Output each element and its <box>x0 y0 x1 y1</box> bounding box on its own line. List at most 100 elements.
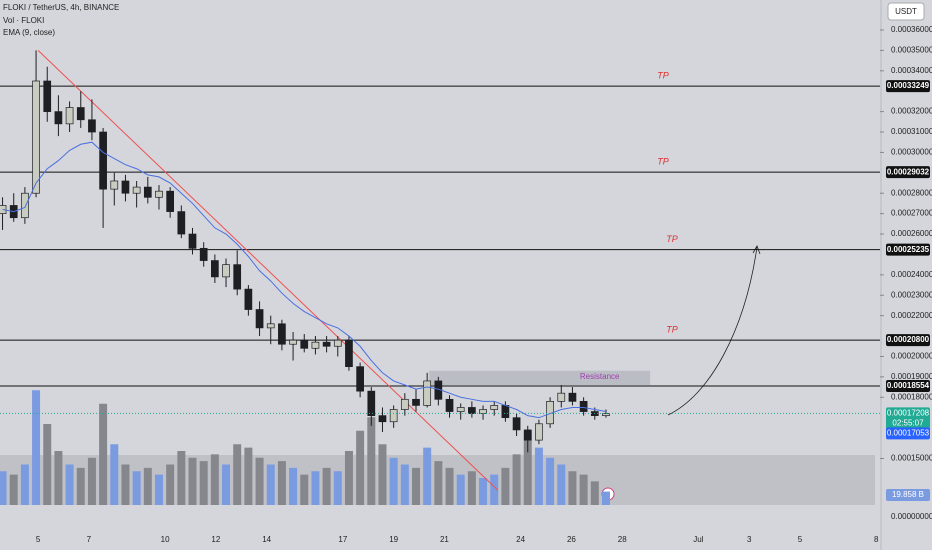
volume-bar <box>222 464 231 505</box>
y-tick-label: 0.00024000 <box>891 270 932 279</box>
volume-bar <box>412 467 420 505</box>
volume-bar <box>244 447 253 505</box>
candle-body <box>177 211 186 235</box>
volume-bar <box>110 444 119 505</box>
volume-marker-label: 19.858 B <box>892 490 924 499</box>
level-label: 0.00018554 <box>887 381 930 390</box>
x-tick-label: 21 <box>440 535 449 544</box>
volume-bar <box>501 467 510 505</box>
volume-bar <box>177 451 186 505</box>
x-tick-label: 17 <box>338 535 347 544</box>
volume-bar <box>143 467 152 505</box>
x-tick-label: 26 <box>567 535 576 544</box>
candle-body <box>88 119 96 133</box>
y-tick-label: 0.00023000 <box>891 290 932 299</box>
candle-body <box>143 186 152 198</box>
volume-bar <box>300 474 309 505</box>
x-tick-label: 12 <box>211 535 220 544</box>
x-tick-label: Jul <box>693 535 703 544</box>
volume-bar <box>467 471 476 505</box>
ema-line <box>2 141 607 419</box>
x-tick-label: 3 <box>747 535 752 544</box>
volume-bar <box>255 457 264 505</box>
volume-bar <box>445 467 454 505</box>
countdown: 02:55:07 <box>892 419 924 428</box>
indicator-label: Vol · FLOKI <box>3 16 44 25</box>
tp-label: TP <box>666 234 678 244</box>
volume-bar <box>121 464 130 505</box>
volume-bar <box>166 464 175 505</box>
y-tick-label: 0.00032000 <box>891 107 932 116</box>
volume-bar <box>43 424 52 505</box>
volume-bar <box>367 417 376 505</box>
volume-bar <box>557 464 566 505</box>
price-marker-box <box>886 427 930 440</box>
currency-button[interactable] <box>887 2 925 21</box>
bottom-label: 0.00000000 <box>891 512 932 521</box>
candle-body <box>222 264 230 278</box>
forecast-arrow <box>667 246 758 416</box>
y-tick-label: 0.00036000 <box>891 25 932 34</box>
resistance-label: Resistance <box>580 372 620 381</box>
candle-body <box>445 398 454 412</box>
level-label: 0.00020800 <box>887 335 930 344</box>
trend-line <box>37 50 499 491</box>
candle-body <box>32 80 40 194</box>
candle-body <box>65 107 74 125</box>
volume-bar <box>356 430 365 505</box>
candle-body <box>199 247 208 261</box>
candle-body <box>233 264 242 290</box>
volume-bar <box>233 444 242 505</box>
y-tick-label: 0.00019000 <box>891 372 932 381</box>
candle-body <box>166 190 175 212</box>
currency[interactable]: USDT <box>895 7 917 16</box>
volume-bar <box>490 474 499 505</box>
candle-body <box>155 190 163 198</box>
volume-bar <box>132 471 141 505</box>
candle-body <box>412 398 420 406</box>
candle-body <box>211 260 219 278</box>
candle-body <box>423 380 432 406</box>
y-tick-label: 0.00027000 <box>891 209 932 218</box>
candle-body <box>322 341 331 347</box>
volume-bar <box>534 447 543 505</box>
y-tick-label: 0.00030000 <box>891 148 932 157</box>
volume-bar <box>188 457 197 505</box>
x-tick-label: 19 <box>389 535 398 544</box>
x-tick-label: 8 <box>874 535 879 544</box>
y-tick-label: 0.00031000 <box>891 127 932 136</box>
volume-bar <box>523 430 532 505</box>
volume-bar <box>99 403 108 505</box>
candle-body <box>512 417 521 431</box>
volume-bar <box>590 481 599 505</box>
arrow-head <box>752 245 761 255</box>
level-label-box <box>886 243 930 256</box>
volume-bar <box>479 478 488 505</box>
x-tick-label: 7 <box>87 535 92 544</box>
candle-body <box>311 341 320 349</box>
volume-bar <box>389 457 398 505</box>
x-tick-label: 10 <box>161 535 170 544</box>
candle-body <box>356 366 364 392</box>
candle-body <box>345 339 353 368</box>
chart-title: FLOKI / TetherUS, 4h, BINANCE <box>3 3 119 12</box>
volume-bar <box>568 471 577 505</box>
y-tick-label: 0.00028000 <box>891 188 932 197</box>
candle-body <box>266 323 275 329</box>
tp-label: TP <box>657 157 669 167</box>
level-label: 0.00033249 <box>887 81 930 90</box>
volume-bar <box>277 461 286 505</box>
volume-bar <box>266 464 275 505</box>
candle-body <box>99 131 107 190</box>
volume-bar <box>434 461 443 505</box>
y-tick-label: 0.00022000 <box>891 311 932 320</box>
candle-body <box>389 409 398 423</box>
volume-bar <box>0 471 7 505</box>
volume-bar <box>423 447 432 505</box>
volume-bar <box>289 467 298 505</box>
candle-body <box>367 390 376 416</box>
y-tick-label: 0.00020000 <box>891 352 932 361</box>
volume-bar <box>199 461 208 505</box>
candle-body <box>21 192 29 219</box>
